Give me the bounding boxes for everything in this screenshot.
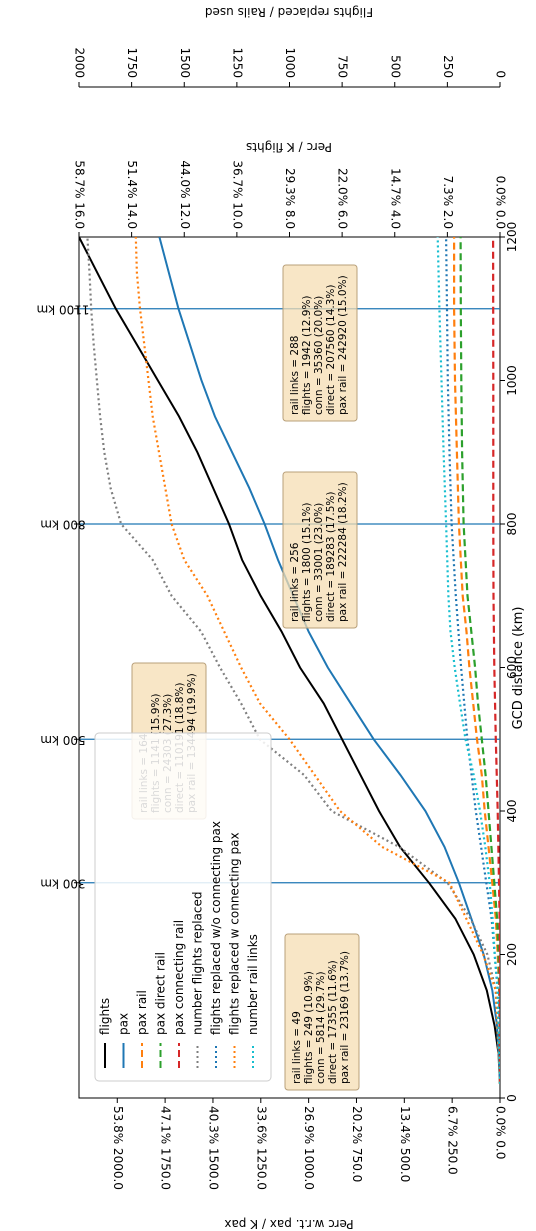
x-tick-label: 1200	[505, 222, 519, 253]
annotation-line: conn = 35360 (20.0%)	[313, 296, 325, 415]
series-line	[86, 237, 500, 1084]
right-y-axis-flights: 0.0% 0.0 7.3% 2.0 14.7% 4.0 22.0% 6.0 29.3% …	[73, 160, 508, 237]
right1-tick-label: 51.4% 14.0	[125, 160, 139, 229]
annotation-line: direct = 189283 (17.5%)	[325, 492, 337, 622]
right2-tick-label: 1750	[125, 47, 139, 78]
annotation-box	[284, 933, 360, 1091]
left-tick-label: 40.3% 1500.0	[206, 1106, 220, 1190]
legend-entry: pax connecting rail	[172, 920, 186, 1035]
annotation-line: rail links = 49	[291, 1011, 303, 1084]
annotation-box	[282, 264, 358, 422]
series-line	[459, 237, 500, 1084]
x-tick-label: 600	[505, 656, 519, 679]
right2-tick-label: 250	[441, 55, 455, 78]
legend-frame	[94, 732, 272, 1082]
left-tick-label: 47.1% 1750.0	[159, 1106, 173, 1190]
legend: flights pax pax rail pax direct rail pax con…	[94, 732, 272, 1082]
left-tick-label: 53.8% 2000.0	[111, 1106, 125, 1190]
legend-entry: number flights replaced	[191, 892, 205, 1036]
annotation-line: direct = 207560 (14.3%)	[325, 285, 337, 415]
left-tick-label: 26.9% 1000.0	[302, 1106, 316, 1190]
right2-tick-label: 2000	[73, 47, 87, 78]
marker-label: 1100 km	[37, 302, 90, 316]
left-axis-label: Perc w.r.t. pax / K pax	[224, 1217, 353, 1231]
left-tick-label: 20.2% 750.0	[350, 1106, 364, 1182]
right2-tick-label: 1500	[178, 47, 192, 78]
annotation-line: direct = 17355 (11.6%)	[327, 960, 339, 1084]
series-line	[79, 237, 500, 1084]
x-tick-label: 400	[505, 800, 519, 823]
annotation-line: rail links = 288	[289, 336, 301, 415]
right2-tick-label: 1000	[283, 47, 297, 78]
right1-tick-label: 36.7% 10.0	[230, 160, 244, 229]
right1-tick-label: 7.3% 2.0	[441, 176, 455, 229]
series-line	[158, 237, 500, 1084]
left-tick-label: 13.4% 500.0	[398, 1106, 412, 1182]
annotation-line: pax rail = 242920 (15.0%)	[337, 275, 349, 415]
annotation-line: flights = 1800 (15.1%)	[301, 502, 313, 622]
right2-tick-label: 1250	[230, 47, 244, 78]
legend-entry: pax direct rail	[154, 952, 168, 1035]
annotation-line: flights = 249 (10.9%)	[303, 971, 315, 1084]
series-line	[453, 237, 500, 1084]
annotation-line: flights = 1942 (12.9%)	[301, 295, 313, 415]
annotation-line: pax rail = 23169 (13.7%)	[339, 951, 351, 1084]
legend-entry: pax	[117, 1013, 131, 1035]
right1-tick-label: 0.0% 0.0	[494, 176, 508, 229]
right1-tick-label: 29.3% 8.0	[283, 168, 297, 229]
x-axis: 0 200 400 600 800 1000 1200	[500, 222, 519, 1102]
left-tick-label: 33.6% 1250.0	[254, 1106, 268, 1190]
x-axis-label: GCD distance (km)	[511, 607, 526, 730]
annotation-line: rail links = 256	[289, 542, 301, 622]
x-tick-label: 200	[505, 943, 519, 966]
right1-tick-label: 58.7% 16.0	[73, 160, 87, 229]
annotation-line: conn = 33001 (23.0%)	[313, 503, 325, 622]
marker-label: 800 km	[40, 518, 85, 532]
marker-label: 300 km	[40, 876, 85, 890]
right1-tick-label: 44.0% 12.0	[178, 160, 192, 229]
annotation-box	[282, 471, 358, 629]
legend-entry: flights	[98, 998, 112, 1035]
series-line	[134, 237, 500, 1084]
top-y-axis-replaced: 0 250 500 750 1000 1250 1500 1750 2000	[73, 47, 508, 87]
series-layer	[79, 237, 500, 1084]
x-tick-label: 800	[505, 513, 519, 536]
legend-entry: flights replaced w connecting pax	[228, 832, 242, 1035]
x-tick-label: 0	[505, 1094, 519, 1102]
left-tick-label: 0.0% 0.0	[494, 1106, 508, 1159]
right-axis-label-flights: Perc / K flights	[246, 140, 332, 154]
right1-tick-label: 22.0% 6.0	[336, 168, 350, 229]
annotation-line: pax rail = 222284 (18.2%)	[337, 482, 349, 622]
legend-entry: pax rail	[135, 990, 149, 1035]
annotation-line: conn = 5814 (29.7%)	[315, 971, 327, 1084]
series-line	[492, 237, 500, 1084]
right1-tick-label: 14.7% 4.0	[388, 168, 402, 229]
right2-tick-label: 0	[494, 70, 508, 78]
right2-tick-label: 750	[336, 55, 350, 78]
left-tick-label: 6.7% 250.0	[446, 1106, 460, 1175]
right2-tick-label: 500	[388, 55, 402, 78]
legend-entry: number rail links	[246, 934, 260, 1035]
legend-entry: flights replaced w/o connecting pax	[209, 821, 223, 1035]
top-axis-label-replaced: Flights replaced / Rails used	[205, 5, 373, 19]
x-tick-label: 1000	[505, 365, 519, 396]
series-line	[436, 237, 500, 1084]
left-y-axis: 0.0% 0.0 6.7% 250.0 13.4% 500.0 20.2% 750.0…	[111, 1098, 508, 1190]
marker-label: 500 km	[40, 733, 85, 747]
